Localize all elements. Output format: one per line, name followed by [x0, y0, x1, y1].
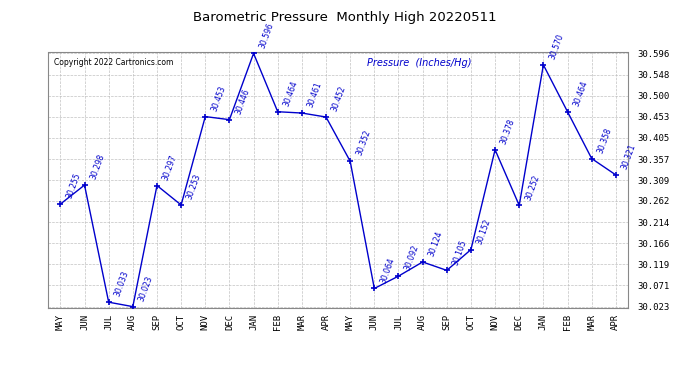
Text: 30.023: 30.023	[137, 274, 155, 303]
Text: 30.461: 30.461	[306, 81, 324, 109]
Text: 30.124: 30.124	[427, 230, 444, 258]
Text: Pressure  (Inches/Hg): Pressure (Inches/Hg)	[367, 58, 471, 68]
Text: 30.570: 30.570	[548, 33, 565, 61]
Text: 30.033: 30.033	[113, 270, 130, 298]
Text: 30.321: 30.321	[620, 143, 638, 171]
Text: Copyright 2022 Cartronics.com: Copyright 2022 Cartronics.com	[54, 58, 173, 67]
Text: 30.464: 30.464	[282, 80, 299, 108]
Text: 30.298: 30.298	[89, 153, 106, 181]
Text: 30.464: 30.464	[572, 80, 589, 108]
Text: 30.378: 30.378	[500, 117, 517, 146]
Text: Barometric Pressure  Monthly High 20220511: Barometric Pressure Monthly High 2022051…	[193, 11, 497, 24]
Text: 30.092: 30.092	[403, 244, 420, 272]
Text: 30.253: 30.253	[186, 173, 203, 201]
Text: 30.255: 30.255	[65, 172, 82, 200]
Text: 30.446: 30.446	[234, 87, 251, 116]
Text: 30.297: 30.297	[161, 153, 179, 182]
Text: 30.452: 30.452	[331, 85, 348, 113]
Text: 30.453: 30.453	[210, 84, 227, 112]
Text: 30.352: 30.352	[355, 129, 372, 157]
Text: 30.252: 30.252	[524, 173, 541, 201]
Text: 30.596: 30.596	[258, 21, 275, 49]
Text: 30.105: 30.105	[451, 238, 469, 266]
Text: 30.152: 30.152	[475, 217, 493, 246]
Text: 30.064: 30.064	[379, 256, 396, 284]
Text: 30.358: 30.358	[596, 126, 613, 154]
